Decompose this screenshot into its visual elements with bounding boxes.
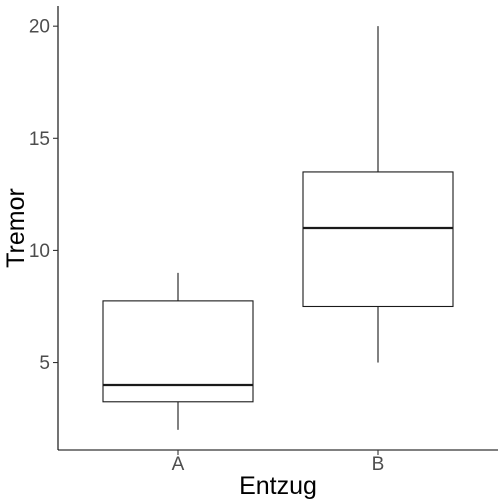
y-tick-label: 20 xyxy=(29,17,50,38)
y-tick-label: 15 xyxy=(29,129,50,150)
box-iqr xyxy=(102,300,254,403)
x-axis-title: Entzug xyxy=(239,472,317,500)
box-group-a xyxy=(102,272,254,430)
plot-area xyxy=(102,26,454,430)
x-tick-label: B xyxy=(372,454,385,475)
y-axis-title: Tremor xyxy=(2,188,30,268)
y-axis: 5 10 15 20 xyxy=(29,6,59,450)
y-tick-label: 10 xyxy=(29,241,50,262)
y-tick-label: 5 xyxy=(39,353,50,374)
x-tick-label: A xyxy=(172,454,185,475)
box-iqr xyxy=(302,171,454,308)
box-group-b xyxy=(302,26,454,363)
